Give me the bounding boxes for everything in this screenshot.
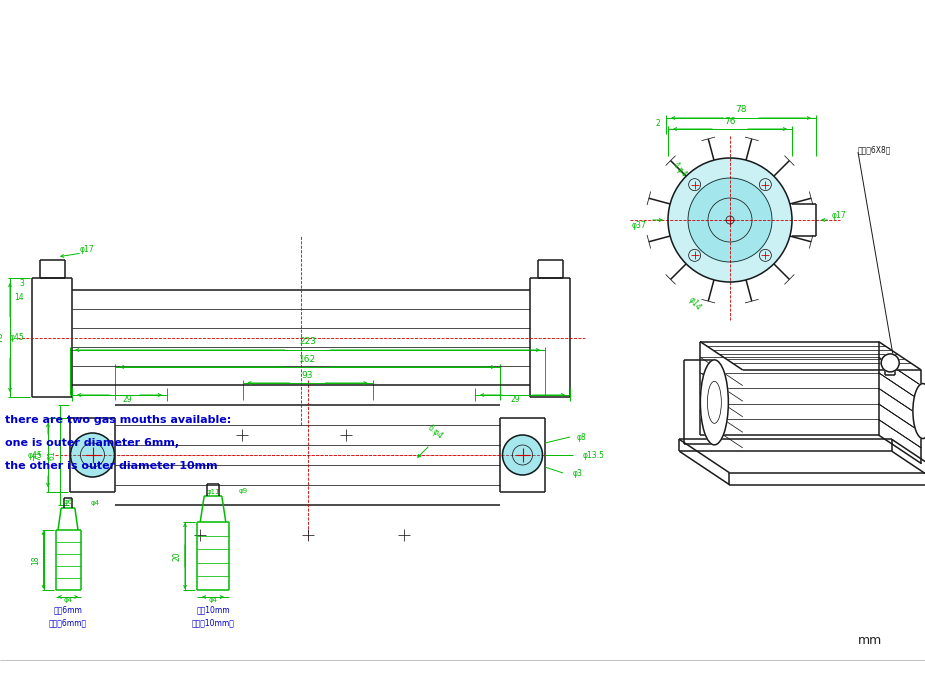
Text: φ13.5: φ13.5	[583, 450, 605, 460]
Text: φ17: φ17	[80, 246, 94, 254]
Circle shape	[668, 158, 792, 282]
Text: φ8: φ8	[577, 433, 586, 441]
Text: φ4: φ4	[91, 500, 100, 506]
Text: 78: 78	[735, 106, 746, 114]
Text: there are two gas mouths available:: there are two gas mouths available:	[5, 415, 231, 425]
Text: 宝塔6mm: 宝塔6mm	[54, 606, 82, 614]
Circle shape	[688, 178, 772, 262]
Text: 快拧接6X8管: 快拧接6X8管	[858, 145, 892, 155]
Text: mm: mm	[857, 633, 882, 647]
Text: φ4: φ4	[64, 597, 72, 603]
Text: the other is outer diameter 10mm: the other is outer diameter 10mm	[5, 461, 217, 471]
Text: 6.φ4: 6.φ4	[426, 423, 444, 441]
Text: 93: 93	[302, 371, 314, 380]
Text: 29: 29	[511, 394, 520, 404]
Text: 18: 18	[31, 555, 40, 565]
Text: 接内径10mm管: 接内径10mm管	[191, 618, 234, 627]
Text: φ37: φ37	[631, 221, 646, 229]
Circle shape	[70, 433, 115, 477]
Text: 29: 29	[122, 394, 132, 404]
Text: φ4: φ4	[208, 597, 217, 603]
Text: 3: 3	[19, 279, 24, 289]
Text: 2: 2	[655, 120, 660, 129]
Text: 76: 76	[724, 116, 735, 125]
Text: φ14: φ14	[687, 295, 703, 312]
Text: 162: 162	[299, 355, 316, 363]
Circle shape	[502, 435, 542, 475]
Ellipse shape	[913, 384, 925, 439]
Text: φ6: φ6	[64, 499, 72, 505]
Text: φ9: φ9	[239, 488, 248, 494]
Text: φ3: φ3	[573, 468, 583, 478]
Text: 接内径6mm管: 接内径6mm管	[49, 618, 87, 627]
Ellipse shape	[700, 360, 728, 445]
Circle shape	[882, 354, 899, 372]
Text: 20: 20	[172, 551, 181, 561]
Text: φ45: φ45	[9, 333, 24, 342]
Text: 4.φ4: 4.φ4	[671, 161, 689, 180]
Text: φ11: φ11	[206, 489, 220, 495]
Text: φ17: φ17	[832, 211, 846, 219]
Text: 71: 71	[33, 450, 43, 461]
Text: 61: 61	[47, 450, 56, 460]
Text: 78: 78	[0, 332, 5, 343]
Text: 宝塔10mm: 宝塔10mm	[196, 606, 229, 614]
Text: 14: 14	[15, 293, 24, 302]
Text: one is outer diameter 6mm,: one is outer diameter 6mm,	[5, 438, 179, 448]
Text: 223: 223	[299, 337, 316, 347]
Text: φ45: φ45	[27, 450, 42, 460]
